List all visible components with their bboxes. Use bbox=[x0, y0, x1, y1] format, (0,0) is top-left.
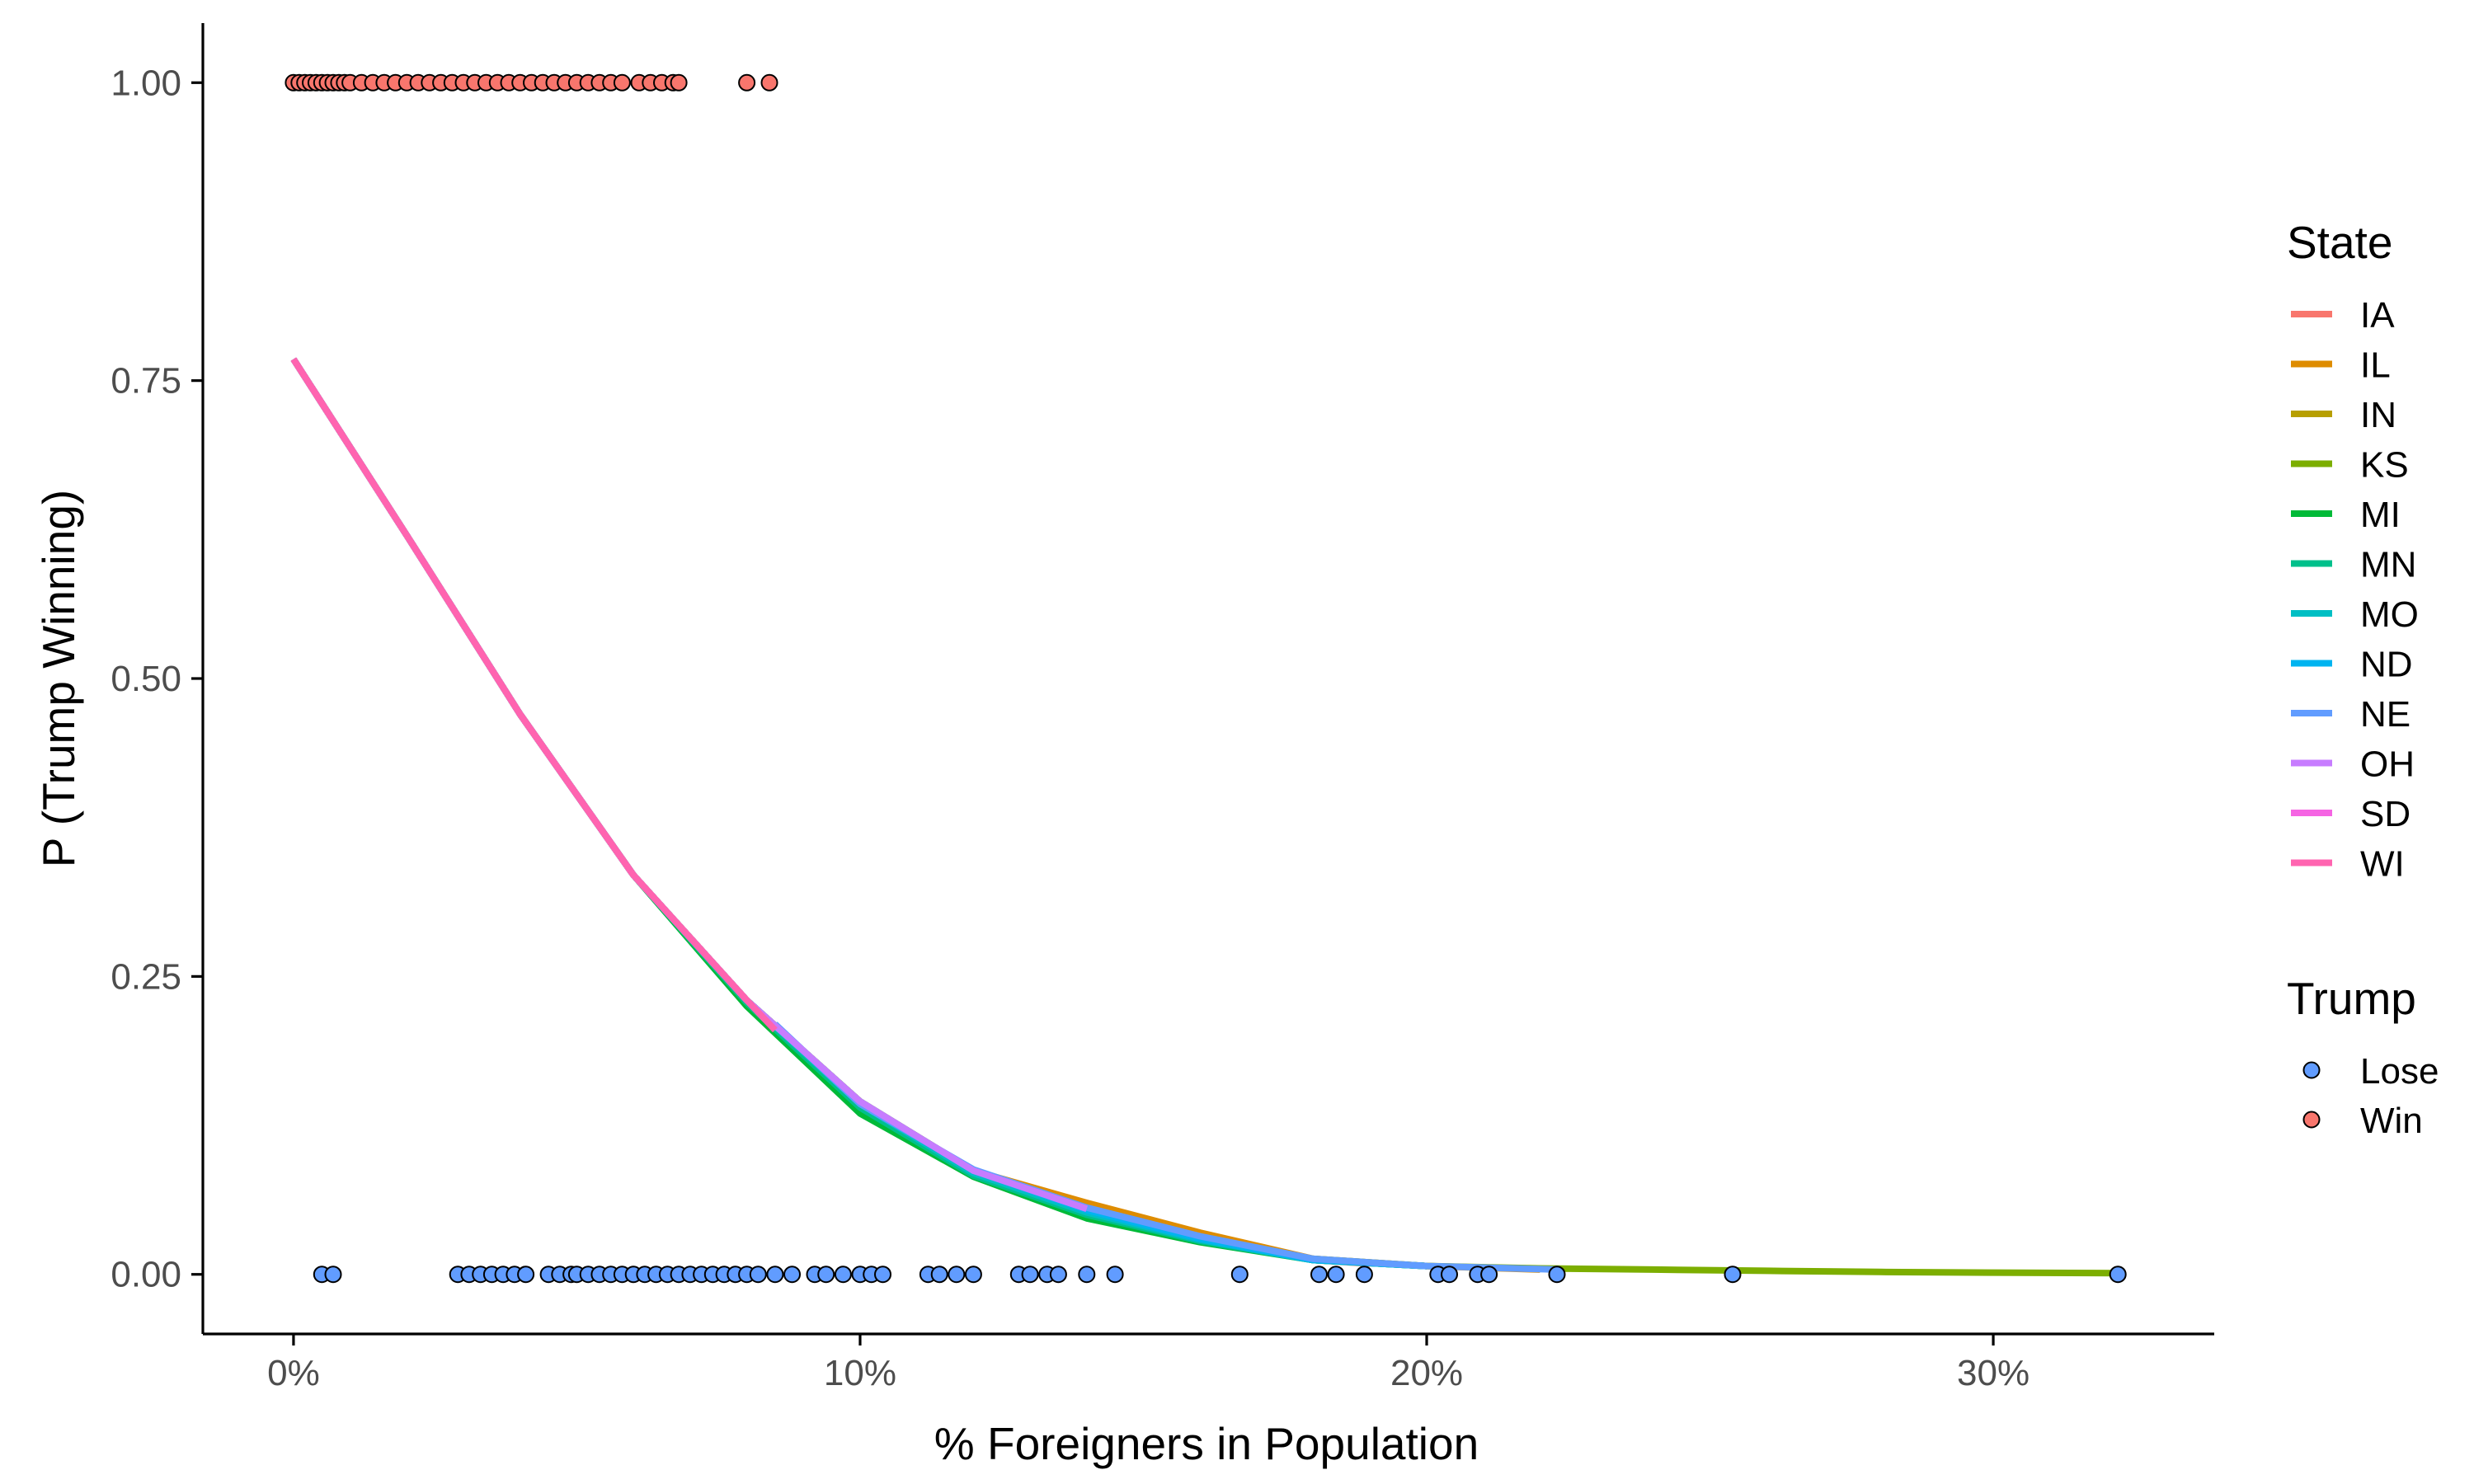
data-point-lose bbox=[930, 1266, 948, 1284]
points-layer bbox=[285, 73, 2127, 1284]
data-point-lose bbox=[964, 1266, 982, 1284]
axes-layer bbox=[201, 23, 2214, 1336]
data-point-lose bbox=[1049, 1266, 1067, 1284]
data-point-lose bbox=[1327, 1266, 1345, 1284]
data-point-lose bbox=[1310, 1266, 1328, 1284]
data-point-win bbox=[738, 73, 756, 92]
x-tick-label: 0% bbox=[267, 1353, 320, 1393]
y-tick-label: 1.00 bbox=[111, 63, 181, 103]
legend-label-win: Win bbox=[2360, 1101, 2423, 1141]
data-point-lose bbox=[324, 1266, 342, 1284]
legend-label-nd: ND bbox=[2360, 645, 2413, 685]
y-tick-label: 0.50 bbox=[111, 659, 181, 699]
legend-point-lose bbox=[2302, 1061, 2321, 1079]
series-line-mn bbox=[290, 357, 1427, 1270]
x-tick-label: 10% bbox=[824, 1353, 896, 1393]
legend-label-il: IL bbox=[2360, 345, 2391, 386]
data-point-lose bbox=[834, 1266, 852, 1284]
data-point-lose bbox=[783, 1266, 801, 1284]
x-tick-label: 30% bbox=[1957, 1353, 2030, 1393]
data-point-win bbox=[760, 73, 778, 92]
data-point-lose bbox=[1724, 1266, 1742, 1284]
series-line-mo bbox=[290, 357, 1427, 1270]
ticks-layer: 0% 10% 20% 30% 0.00 0.25 0.50 0.75 1.00 bbox=[111, 63, 2030, 1393]
state-legend-title: State bbox=[2287, 217, 2392, 268]
data-point-lose bbox=[1106, 1266, 1124, 1284]
legend-label-ks: KS bbox=[2360, 445, 2409, 486]
legend-label-sd: SD bbox=[2360, 794, 2411, 834]
data-point-lose bbox=[749, 1266, 767, 1284]
data-point-lose bbox=[948, 1266, 966, 1284]
data-point-lose bbox=[1548, 1266, 1566, 1284]
data-point-lose bbox=[766, 1266, 784, 1284]
legend-label-wi: WI bbox=[2360, 844, 2405, 885]
trump-legend-title: Trump bbox=[2287, 973, 2416, 1024]
legend-label-oh: OH bbox=[2360, 744, 2415, 785]
data-point-lose bbox=[1078, 1266, 1096, 1284]
series-line-mi bbox=[290, 357, 1427, 1270]
data-point-lose bbox=[2109, 1266, 2127, 1284]
data-point-lose bbox=[1355, 1266, 1373, 1284]
y-tick-label: 0.00 bbox=[111, 1255, 181, 1295]
data-point-lose bbox=[1021, 1266, 1039, 1284]
series-line-ks bbox=[290, 357, 2119, 1277]
legend-point-win bbox=[2302, 1111, 2321, 1129]
legend-label-mn: MN bbox=[2360, 545, 2416, 585]
series-line-ia bbox=[290, 357, 1371, 1267]
x-axis-title: % Foreigners in Population bbox=[934, 1418, 1479, 1469]
legend-label-in: IN bbox=[2360, 395, 2396, 435]
lines-layer bbox=[290, 357, 2119, 1277]
y-tick-label: 0.25 bbox=[111, 956, 181, 997]
series-line-wi bbox=[290, 357, 778, 1033]
data-point-lose bbox=[1230, 1266, 1249, 1284]
data-point-win bbox=[670, 73, 688, 92]
legend-label-ia: IA bbox=[2360, 295, 2395, 336]
legend-layer: State Trump IA IL IN KS MI MN MO ND NE OH SD WI Lose… bbox=[2287, 217, 2439, 1141]
series-line-sd bbox=[290, 357, 750, 1003]
series-line-oh bbox=[290, 357, 1089, 1212]
data-point-lose bbox=[1480, 1266, 1498, 1284]
data-point-lose bbox=[1441, 1266, 1458, 1284]
data-point-lose bbox=[517, 1266, 535, 1284]
x-tick-label: 20% bbox=[1390, 1353, 1463, 1393]
y-axis-title: P (Trump Winning) bbox=[33, 490, 84, 867]
data-point-lose bbox=[817, 1266, 835, 1284]
series-line-in bbox=[290, 357, 1427, 1270]
legend-label-ne: NE bbox=[2360, 694, 2411, 735]
data-point-win bbox=[613, 73, 631, 92]
legend-label-mo: MO bbox=[2360, 594, 2419, 635]
data-point-lose bbox=[874, 1266, 891, 1284]
legend-label-lose: Lose bbox=[2360, 1051, 2439, 1092]
series-line-nd bbox=[290, 357, 1427, 1270]
legend-label-mi: MI bbox=[2360, 495, 2401, 535]
y-tick-label: 0.75 bbox=[111, 361, 181, 402]
